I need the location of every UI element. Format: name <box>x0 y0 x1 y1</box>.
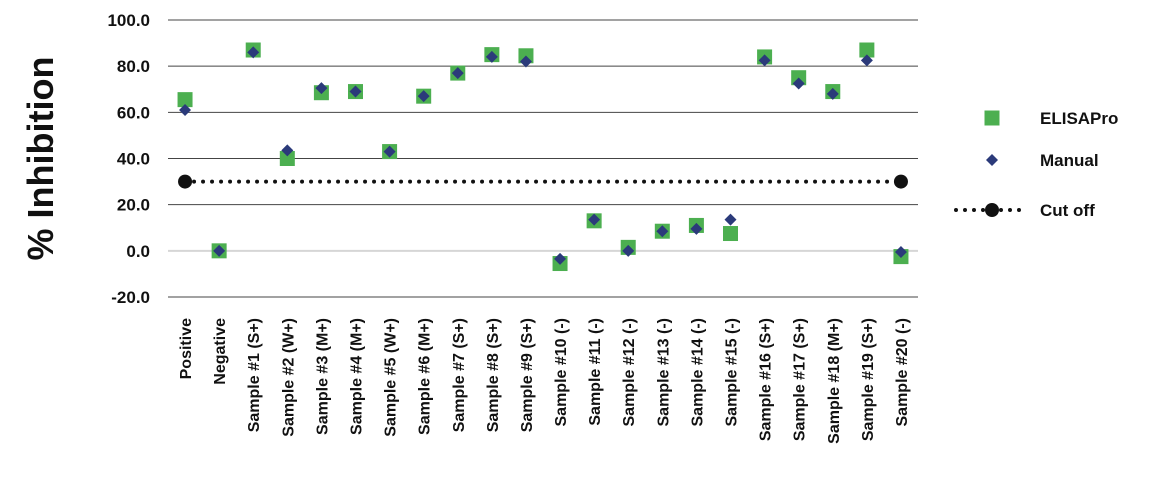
x-tick-label: Sample #11 (-) <box>587 318 604 426</box>
x-tick-label: Sample #3 (M+) <box>314 318 331 435</box>
legend: ELISAPro Manual Cut off <box>954 109 1118 220</box>
x-tick-label: Sample #1 (S+) <box>246 318 263 432</box>
manual-point <box>315 82 328 95</box>
y-axis-ticks: 100.0 80.0 60.0 40.0 20.0 0.0 -20.0 <box>107 11 150 307</box>
x-tick-label: Sample #13 (-) <box>655 318 672 426</box>
x-tick-label: Sample #19 (S+) <box>860 318 877 441</box>
manual-point <box>519 55 532 68</box>
manual-point <box>792 77 805 90</box>
manual-point <box>349 85 362 98</box>
manual-point <box>758 54 771 67</box>
x-tick-label: Positive <box>178 318 195 379</box>
x-tick-label: Sample #5 (W+) <box>383 318 400 437</box>
y-tick-label: -20.0 <box>111 288 150 307</box>
x-tick-label: Sample #6 (M+) <box>417 318 434 435</box>
manual-point <box>451 67 464 80</box>
y-tick-label: 100.0 <box>107 11 150 30</box>
x-axis-ticks: Positive Negative Sample #1 (S+) Sample #2 … <box>178 318 911 444</box>
elisapro-point <box>279 151 295 166</box>
elisapro-point <box>859 42 875 58</box>
manual-point <box>894 245 907 258</box>
y-tick-label: 40.0 <box>117 150 150 169</box>
x-tick-label: Sample #12 (-) <box>621 318 638 426</box>
legend-dot-marker <box>985 203 999 217</box>
manual-point <box>554 252 567 265</box>
legend-diamond-marker <box>986 154 998 166</box>
manual-point <box>860 54 873 67</box>
y-tick-label: 60.0 <box>117 103 150 122</box>
manual-point <box>724 213 737 226</box>
x-tick-label: Sample #7 (S+) <box>451 318 468 432</box>
manual-point <box>826 87 839 100</box>
y-tick-label: 80.0 <box>117 57 150 76</box>
manual-point <box>588 213 601 226</box>
x-tick-label: Sample #4 (M+) <box>349 318 366 435</box>
x-tick-label: Sample #10 (-) <box>553 318 570 426</box>
manual-point <box>622 244 635 257</box>
legend-label: Cut off <box>1040 201 1095 220</box>
manual-point <box>281 144 294 157</box>
y-tick-label: 0.0 <box>126 242 150 261</box>
data-points <box>177 42 909 272</box>
legend-label: ELISAPro <box>1040 109 1118 128</box>
x-tick-label: Sample #2 (W+) <box>280 318 297 437</box>
x-tick-label: Negative <box>212 318 229 385</box>
x-tick-label: Sample #20 (-) <box>894 318 911 426</box>
manual-point <box>656 225 669 238</box>
elisapro-point <box>723 226 738 242</box>
x-tick-label: Sample #16 (S+) <box>758 318 775 441</box>
x-tick-label: Sample #14 (-) <box>689 318 706 426</box>
x-tick-label: Sample #8 (S+) <box>485 318 502 432</box>
cutoff-endpoint <box>178 174 193 189</box>
manual-point <box>247 46 260 59</box>
cutoff-endpoint <box>893 174 908 189</box>
x-tick-label: Sample #18 (M+) <box>826 318 843 444</box>
x-tick-label: Sample #15 (-) <box>724 318 741 426</box>
y-axis-label: % Inhibition <box>20 57 61 261</box>
manual-point <box>417 90 430 103</box>
manual-point <box>179 104 192 117</box>
y-tick-label: 20.0 <box>117 196 150 215</box>
cutoff-series <box>178 174 908 189</box>
manual-point <box>213 244 226 257</box>
manual-point <box>485 50 498 63</box>
elisapro-point <box>177 92 193 108</box>
legend-square-marker <box>984 110 1000 126</box>
manual-point <box>383 145 396 158</box>
x-tick-label: Sample #9 (S+) <box>519 318 536 432</box>
manual-point <box>690 222 703 235</box>
x-tick-label: Sample #17 (S+) <box>792 318 809 441</box>
legend-label: Manual <box>1040 151 1099 170</box>
